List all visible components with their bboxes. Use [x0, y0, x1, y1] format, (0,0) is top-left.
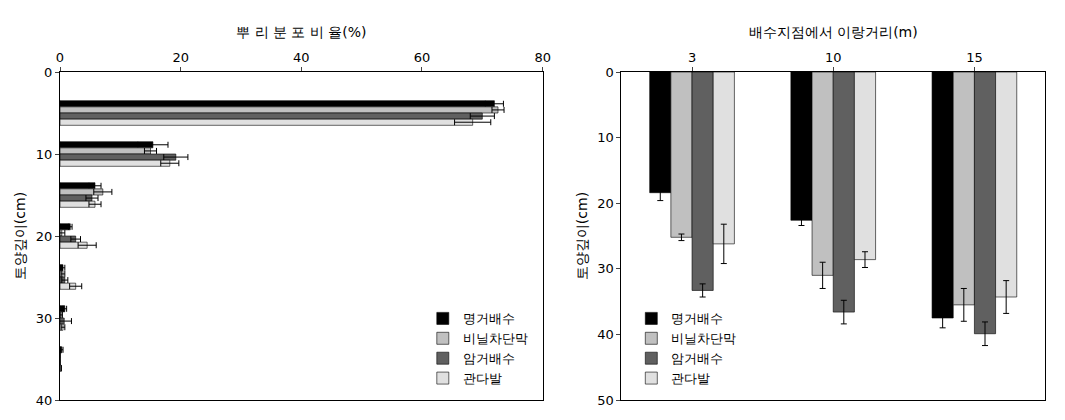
svg-text:20: 20	[172, 50, 189, 65]
svg-text:20: 20	[36, 229, 53, 244]
svg-text:50: 50	[597, 393, 614, 408]
svg-text:비닐차단막: 비닐차단막	[463, 331, 528, 346]
svg-text:10: 10	[597, 130, 614, 145]
svg-text:40: 40	[293, 50, 310, 65]
svg-text:뿌 리 분 포 비 율(%): 뿌 리 분 포 비 율(%)	[236, 24, 366, 40]
svg-text:0: 0	[44, 65, 52, 80]
svg-text:토양깊이(cm): 토양깊이(cm)	[574, 192, 590, 280]
svg-text:관다발: 관다발	[671, 371, 710, 386]
svg-text:60: 60	[414, 50, 431, 65]
svg-text:40: 40	[36, 393, 53, 408]
svg-text:관다발: 관다발	[463, 371, 502, 386]
svg-text:암거배수: 암거배수	[463, 351, 515, 366]
svg-text:15: 15	[966, 50, 983, 65]
svg-text:배수지점에서 이랑거리(m): 배수지점에서 이랑거리(m)	[749, 24, 918, 40]
svg-text:30: 30	[36, 311, 53, 326]
svg-text:30: 30	[597, 261, 614, 276]
svg-text:3: 3	[688, 50, 696, 65]
svg-text:10: 10	[825, 50, 842, 65]
svg-text:0: 0	[56, 50, 64, 65]
svg-text:40: 40	[597, 327, 614, 342]
svg-text:명거배수: 명거배수	[463, 311, 515, 326]
svg-text:80: 80	[534, 50, 551, 65]
svg-text:토양깊이(cm): 토양깊이(cm)	[12, 192, 28, 280]
svg-text:20: 20	[597, 196, 614, 211]
svg-text:10: 10	[36, 147, 53, 162]
svg-text:비닐차단막: 비닐차단막	[671, 331, 736, 346]
svg-text:암거배수: 암거배수	[671, 351, 723, 366]
svg-text:명거배수: 명거배수	[671, 311, 723, 326]
svg-text:0: 0	[606, 65, 614, 80]
